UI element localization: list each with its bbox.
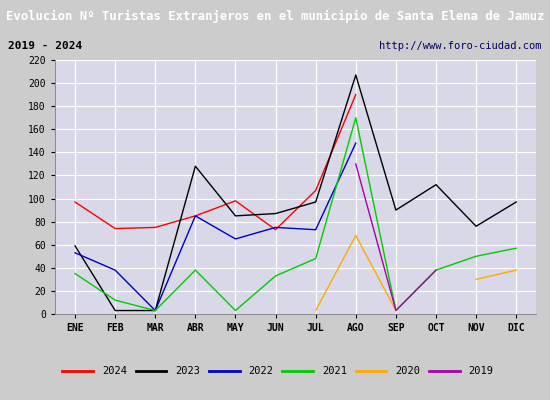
Text: http://www.foro-ciudad.com: http://www.foro-ciudad.com [379,41,542,51]
Text: 2023: 2023 [175,366,200,376]
Text: 2024: 2024 [102,366,127,376]
Text: 2021: 2021 [322,366,347,376]
Text: Evolucion Nº Turistas Extranjeros en el municipio de Santa Elena de Jamuz: Evolucion Nº Turistas Extranjeros en el … [6,10,544,23]
Text: 2022: 2022 [249,366,273,376]
Text: 2019 - 2024: 2019 - 2024 [8,41,82,51]
Text: 2020: 2020 [395,366,420,376]
Text: 2019: 2019 [469,366,493,376]
